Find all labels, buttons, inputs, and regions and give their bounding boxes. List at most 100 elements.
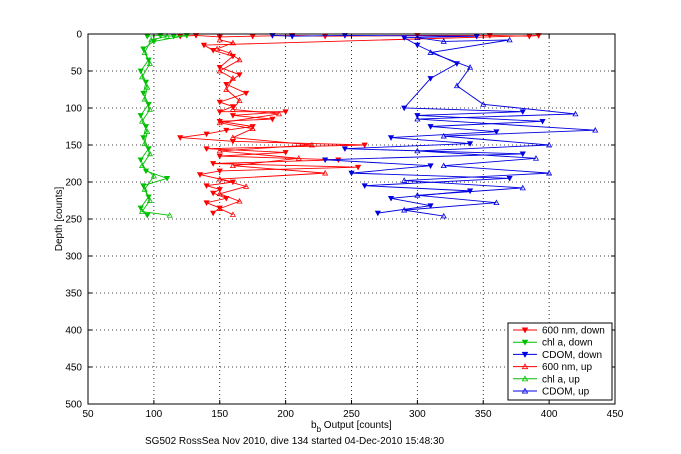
data-point	[210, 190, 217, 197]
legend-label: CDOM, down	[542, 350, 602, 361]
data-point	[216, 36, 223, 43]
data-point	[308, 141, 316, 148]
data-point	[146, 60, 154, 66]
series-3	[214, 36, 329, 217]
data-point	[361, 183, 368, 189]
legend-label: chl a, down	[542, 338, 593, 349]
data-point	[243, 183, 250, 189]
data-point	[216, 64, 223, 71]
data-point	[216, 168, 223, 175]
y-tick-label: 400	[65, 326, 82, 337]
x-axis-label: bb Output [counts]	[311, 420, 392, 434]
data-point	[229, 113, 237, 119]
data-point	[519, 184, 526, 191]
series-0	[177, 33, 542, 217]
legend-label: 600 nm, down	[542, 326, 605, 337]
data-point	[138, 162, 146, 169]
data-point	[387, 135, 395, 141]
data-point	[227, 50, 234, 56]
data-point	[519, 109, 526, 115]
data-point	[144, 128, 151, 135]
data-point	[427, 49, 434, 55]
data-point	[275, 110, 283, 117]
data-point	[137, 68, 144, 75]
data-point	[223, 86, 230, 92]
data-point	[493, 199, 500, 206]
data-point	[140, 46, 147, 53]
data-point	[506, 175, 513, 182]
x-axis-label-subscript: b	[317, 425, 322, 434]
data-point	[210, 47, 217, 54]
data-point	[138, 118, 146, 124]
data-point	[440, 38, 447, 44]
data-point	[519, 151, 526, 158]
x-tick-label: 200	[277, 409, 294, 420]
data-point	[229, 75, 237, 81]
data-point	[137, 205, 144, 212]
y-tick-label: 500	[65, 400, 82, 411]
series-line	[404, 37, 596, 217]
data-point	[163, 32, 171, 39]
data-point	[216, 67, 223, 74]
data-point	[140, 135, 147, 141]
x-axis-label-rest: Output [counts]	[321, 420, 392, 431]
data-point	[249, 125, 256, 132]
y-tick-label: 100	[65, 104, 82, 115]
data-point	[216, 119, 223, 126]
data-point	[216, 153, 223, 160]
data-point	[223, 82, 230, 88]
legend-marker	[521, 351, 529, 358]
caption: SG502 RossSea Nov 2010, dive 134 started…	[145, 436, 445, 447]
data-point	[440, 162, 447, 169]
legend-label: CDOM, up	[542, 387, 590, 398]
x-tick-label: 300	[409, 409, 426, 420]
data-point	[269, 116, 276, 123]
x-tick-label: 450	[607, 409, 624, 420]
data-point	[216, 187, 223, 193]
data-point	[223, 127, 230, 134]
data-point	[196, 172, 204, 178]
data-point	[493, 129, 500, 135]
data-point	[146, 150, 154, 157]
data-point	[203, 200, 210, 206]
data-point	[414, 147, 421, 154]
data-point	[177, 135, 184, 141]
y-tick-label: 350	[65, 289, 82, 300]
data-point	[200, 42, 208, 49]
data-point	[229, 162, 237, 169]
x-tick-label: 400	[541, 409, 558, 420]
data-point	[148, 36, 155, 43]
data-point	[236, 97, 243, 103]
series-line	[215, 39, 326, 215]
data-point	[440, 132, 447, 139]
y-tick-label: 250	[65, 215, 82, 226]
ticks: 50 100 150 200 250 300 350 400 450 0 50 100 150 200 25…	[65, 30, 623, 421]
data-point	[427, 163, 434, 169]
data-point	[203, 146, 210, 152]
data-point	[138, 73, 146, 80]
data-point	[137, 157, 144, 164]
data-point	[282, 109, 289, 115]
data-point	[229, 39, 237, 46]
x-tick-label: 100	[146, 409, 163, 420]
data-point	[427, 124, 434, 130]
data-point	[401, 206, 408, 213]
data-point	[453, 82, 460, 89]
data-point	[295, 155, 302, 161]
data-layer	[137, 32, 599, 219]
data-point	[141, 140, 148, 146]
data-point	[216, 109, 223, 115]
legend-label: 600 nm, up	[542, 362, 592, 373]
data-point	[236, 72, 243, 78]
data-point	[427, 203, 434, 209]
data-point	[141, 49, 148, 55]
data-point	[414, 113, 421, 119]
y-tick-label: 450	[65, 363, 82, 374]
data-point	[282, 150, 289, 156]
data-point	[466, 141, 474, 147]
data-point	[214, 45, 221, 52]
data-point	[150, 172, 157, 179]
legend-marker	[521, 387, 529, 394]
data-point	[140, 90, 147, 97]
